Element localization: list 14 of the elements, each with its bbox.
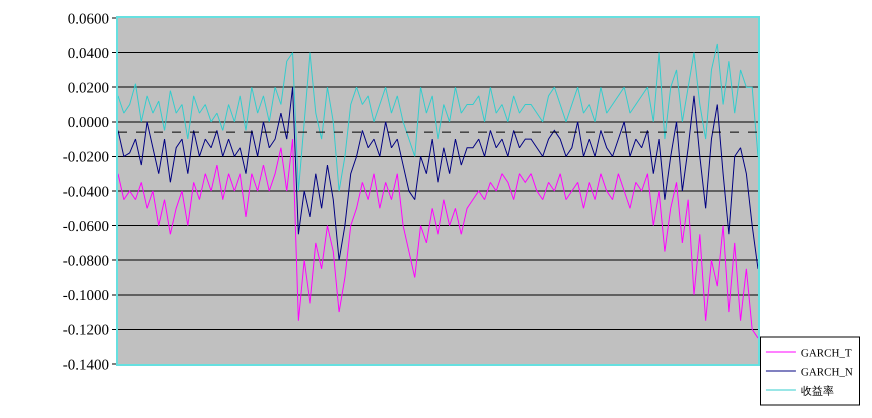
y-tick-label: -0.0200 [62, 150, 109, 166]
y-tick-label: -0.0400 [62, 184, 109, 200]
y-tick-label: -0.1000 [62, 288, 109, 304]
legend-label: GARCH_T [800, 347, 852, 360]
y-tick-label: 0.0400 [68, 46, 109, 62]
y-tick-label: -0.1400 [62, 357, 109, 374]
y-tick-label: 0.0600 [68, 11, 109, 28]
y-tick-label: -0.0800 [62, 253, 109, 270]
legend-label: 收益率 [800, 384, 834, 398]
y-tick-label: 0.0200 [68, 80, 109, 96]
legend-label: GARCH_N [800, 366, 853, 378]
y-tick-label: -0.1200 [62, 322, 109, 339]
y-tick-label: 0.0000 [68, 115, 109, 132]
y-tick-label: -0.0600 [62, 218, 109, 235]
